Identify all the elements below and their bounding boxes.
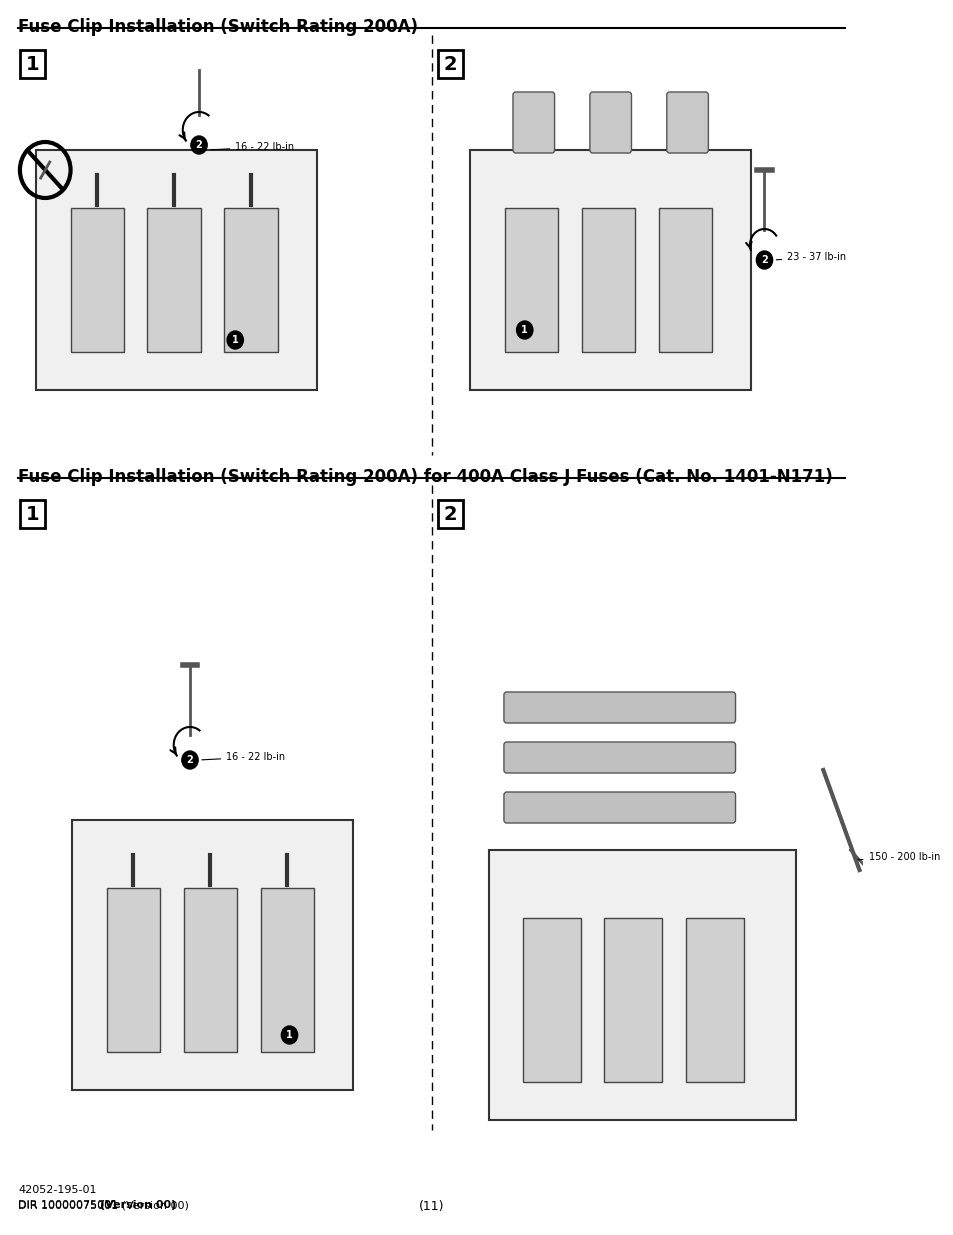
FancyBboxPatch shape [20,500,45,529]
Circle shape [517,321,533,338]
FancyBboxPatch shape [488,850,796,1120]
Text: 16 - 22 lb-in: 16 - 22 lb-in [202,752,285,762]
FancyBboxPatch shape [658,207,711,352]
Text: 1: 1 [26,54,39,74]
FancyBboxPatch shape [20,49,45,78]
Text: 1: 1 [520,325,528,335]
Text: DIR 10000075001 (Version 00): DIR 10000075001 (Version 00) [18,1200,189,1210]
FancyBboxPatch shape [36,149,316,390]
Text: Fuse Clip Installation (Switch Rating 200A) for 400A Class J Fuses (Cat. No. 140: Fuse Clip Installation (Switch Rating 20… [18,468,832,487]
Circle shape [182,751,198,769]
FancyBboxPatch shape [260,888,314,1052]
FancyBboxPatch shape [504,207,558,352]
Text: 1: 1 [232,335,238,345]
FancyBboxPatch shape [470,149,750,390]
Text: 2: 2 [187,755,193,764]
Text: 2: 2 [443,54,456,74]
FancyBboxPatch shape [224,207,277,352]
Circle shape [227,331,243,350]
Text: DIR 10000075001: DIR 10000075001 [18,1200,122,1210]
Text: 150 - 200 lb-in: 150 - 200 lb-in [857,852,939,862]
FancyBboxPatch shape [437,49,463,78]
FancyBboxPatch shape [184,888,236,1052]
FancyBboxPatch shape [589,91,631,153]
Text: 42052-195-01: 42052-195-01 [18,1186,96,1195]
FancyBboxPatch shape [148,207,201,352]
FancyBboxPatch shape [685,918,743,1082]
Text: 23 - 37 lb-in: 23 - 37 lb-in [776,252,845,262]
FancyBboxPatch shape [522,918,580,1082]
FancyBboxPatch shape [503,742,735,773]
Text: 1: 1 [26,505,39,524]
Circle shape [191,136,207,154]
Text: (11): (11) [418,1200,444,1213]
FancyBboxPatch shape [503,692,735,722]
FancyBboxPatch shape [513,91,554,153]
Text: 16 - 22 lb-in: 16 - 22 lb-in [211,142,294,152]
Text: 2: 2 [760,254,767,266]
Text: Fuse Clip Installation (Switch Rating 200A): Fuse Clip Installation (Switch Rating 20… [18,19,417,36]
FancyBboxPatch shape [581,207,635,352]
FancyBboxPatch shape [603,918,661,1082]
Text: (Version 00): (Version 00) [99,1200,175,1210]
FancyBboxPatch shape [666,91,708,153]
FancyBboxPatch shape [107,888,160,1052]
Circle shape [281,1026,297,1044]
FancyBboxPatch shape [72,820,353,1091]
Circle shape [756,251,772,269]
FancyBboxPatch shape [71,207,124,352]
Text: 2: 2 [443,505,456,524]
Text: 1: 1 [286,1030,293,1040]
Text: 2: 2 [195,140,202,149]
FancyBboxPatch shape [503,792,735,823]
FancyBboxPatch shape [437,500,463,529]
